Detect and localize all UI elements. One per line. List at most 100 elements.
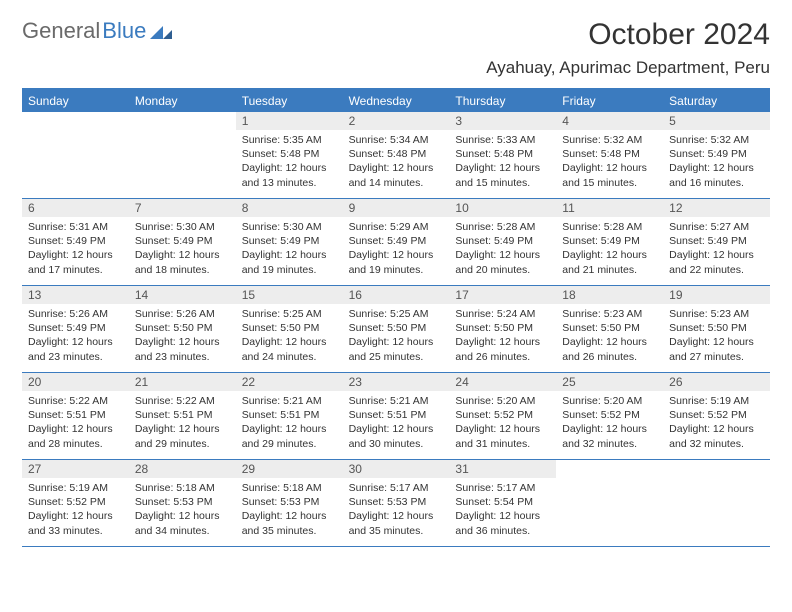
day-cell: 12Sunrise: 5:27 AMSunset: 5:49 PMDayligh… <box>663 199 770 285</box>
daylight-text: Daylight: 12 hours and 32 minutes. <box>562 422 657 450</box>
sunset-text: Sunset: 5:52 PM <box>669 408 764 422</box>
day-cell: 14Sunrise: 5:26 AMSunset: 5:50 PMDayligh… <box>129 286 236 372</box>
sunset-text: Sunset: 5:51 PM <box>28 408 123 422</box>
daylight-text: Daylight: 12 hours and 29 minutes. <box>135 422 230 450</box>
weeks-container: 1Sunrise: 5:35 AMSunset: 5:48 PMDaylight… <box>22 112 770 547</box>
sunset-text: Sunset: 5:53 PM <box>349 495 444 509</box>
day-cell: 2Sunrise: 5:34 AMSunset: 5:48 PMDaylight… <box>343 112 450 198</box>
day-cell: 17Sunrise: 5:24 AMSunset: 5:50 PMDayligh… <box>449 286 556 372</box>
day-body: Sunrise: 5:17 AMSunset: 5:54 PMDaylight:… <box>449 478 556 544</box>
daylight-text: Daylight: 12 hours and 23 minutes. <box>28 335 123 363</box>
sunrise-text: Sunrise: 5:33 AM <box>455 133 550 147</box>
daylight-text: Daylight: 12 hours and 32 minutes. <box>669 422 764 450</box>
day-body: Sunrise: 5:26 AMSunset: 5:49 PMDaylight:… <box>22 304 129 370</box>
header: GeneralBlue October 2024 Ayahuay, Apurim… <box>22 18 770 78</box>
day-number: 30 <box>343 460 450 478</box>
week-row: 1Sunrise: 5:35 AMSunset: 5:48 PMDaylight… <box>22 112 770 199</box>
day-number: 31 <box>449 460 556 478</box>
day-cell: 29Sunrise: 5:18 AMSunset: 5:53 PMDayligh… <box>236 460 343 546</box>
sunset-text: Sunset: 5:48 PM <box>455 147 550 161</box>
day-number: 18 <box>556 286 663 304</box>
daylight-text: Daylight: 12 hours and 33 minutes. <box>28 509 123 537</box>
day-body: Sunrise: 5:17 AMSunset: 5:53 PMDaylight:… <box>343 478 450 544</box>
day-number: 1 <box>236 112 343 130</box>
day-cell: 4Sunrise: 5:32 AMSunset: 5:48 PMDaylight… <box>556 112 663 198</box>
sunset-text: Sunset: 5:49 PM <box>135 234 230 248</box>
sunset-text: Sunset: 5:49 PM <box>28 321 123 335</box>
daylight-text: Daylight: 12 hours and 19 minutes. <box>349 248 444 276</box>
sunrise-text: Sunrise: 5:35 AM <box>242 133 337 147</box>
day-body: Sunrise: 5:19 AMSunset: 5:52 PMDaylight:… <box>22 478 129 544</box>
sunset-text: Sunset: 5:53 PM <box>135 495 230 509</box>
daylight-text: Daylight: 12 hours and 19 minutes. <box>242 248 337 276</box>
sunrise-text: Sunrise: 5:20 AM <box>455 394 550 408</box>
day-number: 8 <box>236 199 343 217</box>
week-row: 6Sunrise: 5:31 AMSunset: 5:49 PMDaylight… <box>22 199 770 286</box>
sunrise-text: Sunrise: 5:22 AM <box>135 394 230 408</box>
sunrise-text: Sunrise: 5:18 AM <box>135 481 230 495</box>
weekday-label: Sunday <box>22 90 129 112</box>
day-cell: 30Sunrise: 5:17 AMSunset: 5:53 PMDayligh… <box>343 460 450 546</box>
location-text: Ayahuay, Apurimac Department, Peru <box>486 58 770 78</box>
day-body: Sunrise: 5:25 AMSunset: 5:50 PMDaylight:… <box>236 304 343 370</box>
day-number: 13 <box>22 286 129 304</box>
day-number: 15 <box>236 286 343 304</box>
sunset-text: Sunset: 5:49 PM <box>455 234 550 248</box>
daylight-text: Daylight: 12 hours and 26 minutes. <box>562 335 657 363</box>
day-body: Sunrise: 5:18 AMSunset: 5:53 PMDaylight:… <box>236 478 343 544</box>
daylight-text: Daylight: 12 hours and 24 minutes. <box>242 335 337 363</box>
day-number: 17 <box>449 286 556 304</box>
day-cell: 20Sunrise: 5:22 AMSunset: 5:51 PMDayligh… <box>22 373 129 459</box>
day-body: Sunrise: 5:23 AMSunset: 5:50 PMDaylight:… <box>663 304 770 370</box>
daylight-text: Daylight: 12 hours and 25 minutes. <box>349 335 444 363</box>
sunset-text: Sunset: 5:52 PM <box>562 408 657 422</box>
week-row: 13Sunrise: 5:26 AMSunset: 5:49 PMDayligh… <box>22 286 770 373</box>
daylight-text: Daylight: 12 hours and 34 minutes. <box>135 509 230 537</box>
sunset-text: Sunset: 5:49 PM <box>669 147 764 161</box>
day-number: 12 <box>663 199 770 217</box>
day-number: 7 <box>129 199 236 217</box>
day-cell: 1Sunrise: 5:35 AMSunset: 5:48 PMDaylight… <box>236 112 343 198</box>
day-body: Sunrise: 5:31 AMSunset: 5:49 PMDaylight:… <box>22 217 129 283</box>
daylight-text: Daylight: 12 hours and 20 minutes. <box>455 248 550 276</box>
daylight-text: Daylight: 12 hours and 15 minutes. <box>455 161 550 189</box>
sunset-text: Sunset: 5:54 PM <box>455 495 550 509</box>
day-body: Sunrise: 5:25 AMSunset: 5:50 PMDaylight:… <box>343 304 450 370</box>
day-body: Sunrise: 5:34 AMSunset: 5:48 PMDaylight:… <box>343 130 450 196</box>
day-cell: 8Sunrise: 5:30 AMSunset: 5:49 PMDaylight… <box>236 199 343 285</box>
sunrise-text: Sunrise: 5:25 AM <box>349 307 444 321</box>
sunset-text: Sunset: 5:49 PM <box>28 234 123 248</box>
day-cell <box>22 112 129 198</box>
daylight-text: Daylight: 12 hours and 16 minutes. <box>669 161 764 189</box>
day-cell: 24Sunrise: 5:20 AMSunset: 5:52 PMDayligh… <box>449 373 556 459</box>
week-row: 20Sunrise: 5:22 AMSunset: 5:51 PMDayligh… <box>22 373 770 460</box>
day-cell: 28Sunrise: 5:18 AMSunset: 5:53 PMDayligh… <box>129 460 236 546</box>
sunrise-text: Sunrise: 5:26 AM <box>28 307 123 321</box>
sunrise-text: Sunrise: 5:34 AM <box>349 133 444 147</box>
weekday-label: Thursday <box>449 90 556 112</box>
day-number <box>556 460 663 478</box>
sunrise-text: Sunrise: 5:30 AM <box>135 220 230 234</box>
day-cell <box>663 460 770 546</box>
day-number: 3 <box>449 112 556 130</box>
day-body: Sunrise: 5:32 AMSunset: 5:49 PMDaylight:… <box>663 130 770 196</box>
sunrise-text: Sunrise: 5:31 AM <box>28 220 123 234</box>
day-body: Sunrise: 5:18 AMSunset: 5:53 PMDaylight:… <box>129 478 236 544</box>
daylight-text: Daylight: 12 hours and 31 minutes. <box>455 422 550 450</box>
brand-mark-icon <box>150 22 176 40</box>
day-cell: 6Sunrise: 5:31 AMSunset: 5:49 PMDaylight… <box>22 199 129 285</box>
sunrise-text: Sunrise: 5:32 AM <box>669 133 764 147</box>
sunrise-text: Sunrise: 5:17 AM <box>455 481 550 495</box>
weekday-label: Saturday <box>663 90 770 112</box>
day-number: 27 <box>22 460 129 478</box>
day-body: Sunrise: 5:33 AMSunset: 5:48 PMDaylight:… <box>449 130 556 196</box>
daylight-text: Daylight: 12 hours and 27 minutes. <box>669 335 764 363</box>
sunrise-text: Sunrise: 5:28 AM <box>455 220 550 234</box>
daylight-text: Daylight: 12 hours and 26 minutes. <box>455 335 550 363</box>
sunrise-text: Sunrise: 5:29 AM <box>349 220 444 234</box>
sunrise-text: Sunrise: 5:19 AM <box>669 394 764 408</box>
day-body: Sunrise: 5:35 AMSunset: 5:48 PMDaylight:… <box>236 130 343 196</box>
day-body: Sunrise: 5:30 AMSunset: 5:49 PMDaylight:… <box>236 217 343 283</box>
day-body: Sunrise: 5:19 AMSunset: 5:52 PMDaylight:… <box>663 391 770 457</box>
day-body: Sunrise: 5:21 AMSunset: 5:51 PMDaylight:… <box>236 391 343 457</box>
